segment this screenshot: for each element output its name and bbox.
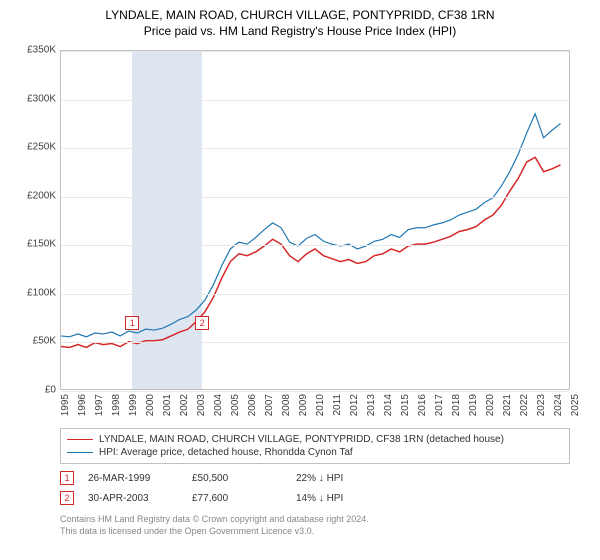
x-tick-label: 2018 <box>451 394 462 416</box>
x-tick-label: 2019 <box>468 394 479 416</box>
y-tick-label: £250K <box>27 142 56 153</box>
sale-marker: 2 <box>60 491 74 505</box>
marker-2: 2 <box>195 316 209 330</box>
x-tick-label: 1998 <box>111 394 122 416</box>
legend-item: HPI: Average price, detached house, Rhon… <box>67 446 563 459</box>
y-tick-label: £350K <box>27 45 56 56</box>
x-tick-label: 1999 <box>128 394 139 416</box>
grid-line <box>61 51 569 52</box>
legend-label: HPI: Average price, detached house, Rhon… <box>99 447 353 458</box>
y-tick-label: £0 <box>45 385 56 396</box>
x-tick-label: 2020 <box>485 394 496 416</box>
chart-title: LYNDALE, MAIN ROAD, CHURCH VILLAGE, PONT… <box>10 8 590 22</box>
x-tick-label: 2016 <box>417 394 428 416</box>
legend-item: LYNDALE, MAIN ROAD, CHURCH VILLAGE, PONT… <box>67 433 563 446</box>
y-tick-label: £50K <box>33 336 56 347</box>
x-tick-label: 2004 <box>213 394 224 416</box>
sale-price: £77,600 <box>192 493 282 504</box>
x-tick-label: 2001 <box>162 394 173 416</box>
x-tick-label: 2006 <box>247 394 258 416</box>
x-tick-label: 2015 <box>400 394 411 416</box>
legend-swatch <box>67 439 93 440</box>
x-tick-label: 2025 <box>570 394 581 416</box>
y-axis: £0£50K£100K£150K£200K£250K£300K£350K <box>20 50 58 390</box>
footer-line-1: Contains HM Land Registry data © Crown c… <box>60 514 570 526</box>
footer-line-2: This data is licensed under the Open Gov… <box>60 526 570 538</box>
grid-line <box>61 197 569 198</box>
x-tick-label: 2012 <box>349 394 360 416</box>
y-tick-label: £300K <box>27 93 56 104</box>
marker-1: 1 <box>125 316 139 330</box>
chart: £0£50K£100K£150K£200K£250K£300K£350K 12 … <box>20 42 580 422</box>
line-layer <box>61 51 569 389</box>
x-tick-label: 2009 <box>298 394 309 416</box>
footer: Contains HM Land Registry data © Crown c… <box>60 514 570 537</box>
x-axis: 1995 1996 1997 1998 1999 2000 2001 2002 2003 2004… <box>60 392 570 422</box>
y-tick-label: £100K <box>27 287 56 298</box>
x-tick-label: 1997 <box>94 394 105 416</box>
grid-line <box>61 245 569 246</box>
sale-pct: 22% ↓ HPI <box>296 473 343 484</box>
sale-marker: 1 <box>60 471 74 485</box>
sale-price: £50,500 <box>192 473 282 484</box>
chart-subtitle: Price paid vs. HM Land Registry's House … <box>10 24 590 38</box>
sale-pct: 14% ↓ HPI <box>296 493 343 504</box>
x-tick-label: 2024 <box>553 394 564 416</box>
x-tick-label: 2017 <box>434 394 445 416</box>
x-tick-label: 2013 <box>366 394 377 416</box>
sales-table: 1 26-MAR-1999 £50,500 22% ↓ HPI 2 30-APR-2003… <box>60 468 570 508</box>
x-tick-label: 2003 <box>196 394 207 416</box>
y-tick-label: £200K <box>27 190 56 201</box>
x-tick-label: 2011 <box>332 394 343 416</box>
legend: LYNDALE, MAIN ROAD, CHURCH VILLAGE, PONT… <box>60 428 570 464</box>
sale-row: 1 26-MAR-1999 £50,500 22% ↓ HPI <box>60 468 570 488</box>
x-tick-label: 1995 <box>60 394 71 416</box>
x-tick-label: 2008 <box>281 394 292 416</box>
sale-date: 30-APR-2003 <box>88 493 178 504</box>
x-tick-label: 2014 <box>383 394 394 416</box>
sale-row: 2 30-APR-2003 £77,600 14% ↓ HPI <box>60 488 570 508</box>
title-block: LYNDALE, MAIN ROAD, CHURCH VILLAGE, PONT… <box>0 0 600 42</box>
x-tick-label: 2007 <box>264 394 275 416</box>
x-tick-label: 2002 <box>179 394 190 416</box>
x-tick-label: 1996 <box>77 394 88 416</box>
x-tick-label: 2023 <box>536 394 547 416</box>
x-tick-label: 2021 <box>502 394 513 416</box>
y-tick-label: £150K <box>27 239 56 250</box>
legend-label: LYNDALE, MAIN ROAD, CHURCH VILLAGE, PONT… <box>99 434 504 445</box>
x-tick-label: 2022 <box>519 394 530 416</box>
grid-line <box>61 100 569 101</box>
grid-line <box>61 148 569 149</box>
grid-line <box>61 294 569 295</box>
x-tick-label: 2000 <box>145 394 156 416</box>
plot-area: 12 <box>60 50 570 390</box>
x-tick-label: 2010 <box>315 394 326 416</box>
x-tick-label: 2005 <box>230 394 241 416</box>
sale-date: 26-MAR-1999 <box>88 473 178 484</box>
legend-swatch <box>67 452 93 453</box>
grid-line <box>61 342 569 343</box>
